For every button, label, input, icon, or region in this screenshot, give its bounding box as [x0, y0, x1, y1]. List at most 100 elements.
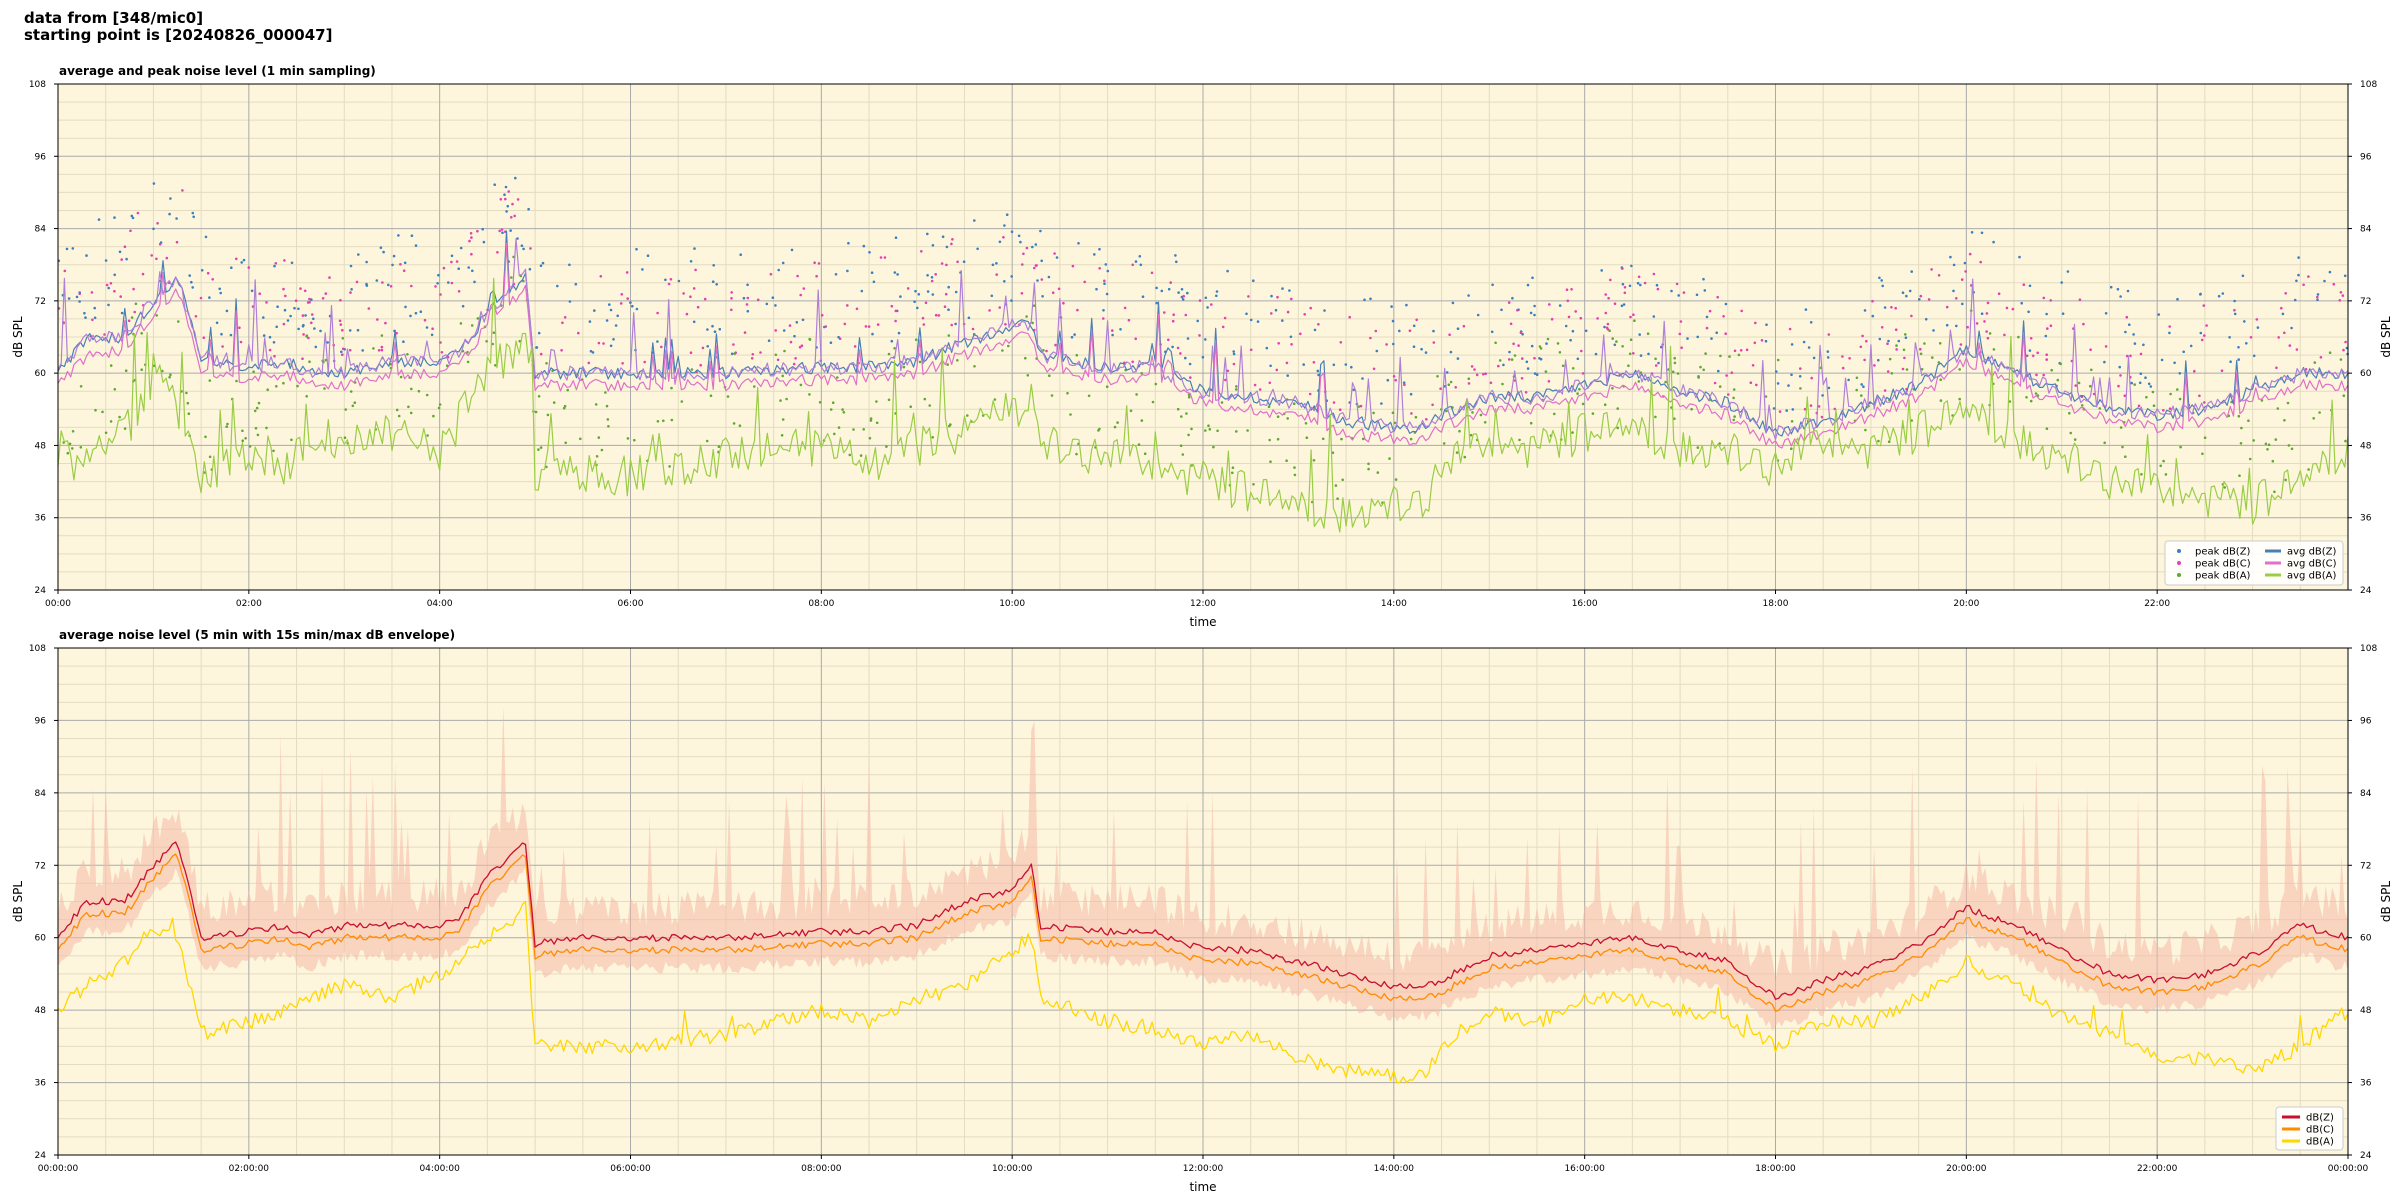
- peak-dba-point: [1069, 413, 1072, 416]
- peak-dbz-point: [711, 324, 714, 328]
- peak-dbz-point: [313, 327, 316, 330]
- peak-dbz-point: [348, 329, 352, 332]
- peak-dbc-point: [689, 295, 692, 299]
- peak-dba-point: [1728, 355, 1731, 358]
- peak-dbc-point: [792, 362, 796, 366]
- peak-dbz-point: [1584, 329, 1588, 333]
- x-tick-label: 12:00:00: [1183, 1164, 1224, 1174]
- peak-dbc-point: [283, 259, 286, 262]
- peak-dbz-point: [1070, 335, 1074, 339]
- peak-dbc-point: [2125, 315, 2129, 319]
- peak-dba-point: [235, 379, 238, 383]
- peak-dbz-point: [1918, 298, 1921, 301]
- peak-dbc-point: [1927, 298, 1931, 301]
- peak-dba-point: [2284, 478, 2287, 482]
- peak-dbz-point: [467, 266, 471, 269]
- peak-dbz-point: [2233, 299, 2236, 303]
- peak-dba-point: [252, 370, 255, 374]
- peak-dba-point: [1479, 413, 1483, 417]
- peak-dba-point: [1616, 426, 1619, 430]
- peak-dbz-point: [1405, 303, 1408, 307]
- peak-dbz-point: [262, 316, 265, 319]
- peak-dbz-point: [635, 307, 639, 311]
- peak-dba-point: [282, 381, 285, 385]
- peak-dbc-point: [843, 322, 847, 326]
- peak-dba-point: [829, 408, 833, 411]
- y-tick-label: 72: [35, 861, 46, 871]
- peak-dbz-point: [847, 241, 850, 245]
- peak-dbc-point: [302, 333, 305, 336]
- peak-dbc-point: [815, 274, 818, 278]
- peak-dbc-point: [751, 353, 755, 356]
- peak-dba-point: [732, 422, 736, 425]
- peak-dbc-point: [339, 299, 342, 302]
- peak-dbz-point: [954, 290, 958, 294]
- peak-dbc-point: [1607, 296, 1610, 300]
- peak-dbz-point: [2343, 274, 2347, 278]
- peak-dbc-point: [2255, 318, 2259, 321]
- peak-dba-point: [1611, 387, 1614, 390]
- peak-dbc-point: [507, 190, 511, 193]
- peak-dbz-point: [1041, 295, 1044, 298]
- peak-dba-point: [2050, 368, 2053, 372]
- peak-dbc-point: [1623, 291, 1627, 295]
- peak-dbz-point: [1155, 286, 1158, 290]
- peak-dbz-point: [297, 327, 300, 331]
- peak-dbc-point: [1985, 312, 1989, 315]
- y-tick-label-right: 96: [2360, 716, 2372, 726]
- peak-dba-point: [1449, 380, 1453, 384]
- peak-dbz-point: [2237, 346, 2240, 349]
- peak-dbc-point: [1725, 374, 1728, 377]
- peak-dbc-point: [2029, 337, 2033, 340]
- peak-dbz-point: [1184, 356, 1187, 360]
- legend-box: [2164, 540, 2344, 586]
- peak-dbz-point: [1955, 324, 1958, 328]
- peak-dbz-point: [2237, 358, 2240, 361]
- peak-dbz-point: [1105, 292, 1109, 296]
- peak-dbc-point: [1533, 356, 1536, 360]
- peak-dba-point: [2121, 445, 2124, 449]
- peak-dbz-point: [1569, 338, 1572, 342]
- peak-dbc-point: [235, 257, 238, 261]
- peak-dbz-point: [1533, 313, 1536, 317]
- peak-dbz-point: [1398, 329, 1401, 333]
- peak-dbc-point: [1960, 278, 1964, 281]
- peak-dbz-point: [1270, 294, 1273, 298]
- peak-dbz-point: [1878, 337, 1882, 341]
- peak-dbz-point: [641, 268, 644, 271]
- x-tick-label: 22:00:00: [2137, 1164, 2178, 1174]
- peak-dba-point: [1185, 412, 1188, 415]
- peak-dbz-point: [692, 320, 696, 324]
- peak-dbc-point: [561, 321, 564, 325]
- peak-dba-point: [604, 391, 607, 394]
- peak-dba-point: [409, 411, 413, 415]
- peak-dbc-point: [906, 287, 910, 290]
- peak-dbz-point: [349, 264, 353, 268]
- peak-dbz-point: [1880, 279, 1883, 282]
- peak-dba-point: [2286, 401, 2290, 405]
- peak-dbc-point: [1332, 401, 1336, 404]
- peak-dbc-point: [560, 349, 563, 352]
- peak-dbz-point: [930, 276, 934, 279]
- peak-dba-point: [833, 432, 836, 436]
- peak-dba-point: [566, 388, 569, 392]
- peak-dbz-point: [272, 341, 276, 344]
- peak-dbz-point: [1901, 291, 1905, 295]
- y-tick-label-right: 60: [2360, 369, 2372, 379]
- peak-dba-point: [781, 418, 785, 421]
- peak-dbc-point: [1722, 315, 1725, 318]
- peak-dbc-point: [1979, 260, 1982, 264]
- peak-dba-point: [123, 427, 127, 430]
- peak-dbc-point: [682, 292, 685, 295]
- peak-dba-point: [492, 331, 496, 335]
- peak-dbc-point: [510, 216, 513, 219]
- peak-dbz-point: [1961, 302, 1964, 306]
- peak-dba-point: [862, 428, 865, 431]
- legend-label: dB(C): [2306, 1125, 2334, 1136]
- peak-dba-point: [1391, 411, 1395, 415]
- peak-dbz-point: [1167, 287, 1171, 291]
- peak-dbc-point: [2302, 283, 2305, 287]
- peak-dbz-point: [897, 331, 901, 335]
- peak-dbc-point: [402, 269, 406, 273]
- peak-dbz-point: [1702, 277, 1705, 281]
